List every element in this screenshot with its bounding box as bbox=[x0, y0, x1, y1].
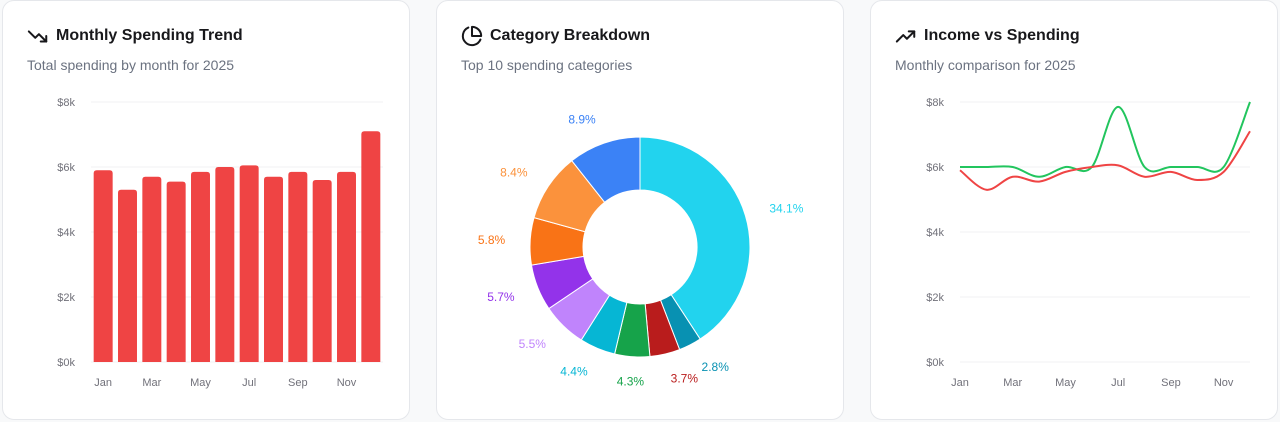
bar-y-tick-label: $8k bbox=[57, 97, 75, 109]
category-card-title: Category Breakdown bbox=[490, 27, 651, 44]
category-slice-label: 34.1% bbox=[769, 201, 803, 215]
spending-bar bbox=[215, 167, 235, 362]
category-donut-chart: 34.1% 2.8%3.7% 4.3% 4.4% 5.5% 5.7% 5.8% 8.4% 8.9… bbox=[478, 112, 804, 389]
line-x-tick-label: Mar bbox=[1003, 377, 1022, 389]
spending-bar bbox=[118, 189, 137, 362]
line-y-tick-label: $0k bbox=[926, 357, 944, 369]
income-line bbox=[960, 101, 1251, 178]
bar-x-tick-label: May bbox=[190, 377, 211, 389]
spending-bar bbox=[264, 176, 283, 362]
line-y-tick-label: $2k bbox=[926, 292, 944, 304]
spending-bar bbox=[166, 181, 186, 362]
category-slice-label: 8.9% bbox=[568, 112, 596, 126]
bar-y-tick-label: $6k bbox=[57, 162, 75, 174]
spending-card: Monthly Spending Trend Total spending by… bbox=[2, 0, 410, 420]
income-vs-spending-line-chart: $0k $2k $4k $6k $8k Jan Mar May Jul Sep Nov bbox=[926, 97, 1251, 389]
bar-x-tick-label: Jan bbox=[94, 377, 112, 389]
bar-y-tick-label: $0k bbox=[57, 357, 75, 369]
spending-bar bbox=[191, 171, 210, 362]
trending-up-icon bbox=[895, 30, 916, 43]
line-x-tick-label: Jan bbox=[951, 377, 969, 389]
line-y-tick-label: $8k bbox=[926, 97, 944, 109]
pie-chart-icon bbox=[461, 25, 483, 47]
category-card-subtitle: Top 10 spending categories bbox=[461, 57, 633, 73]
income-card: Income vs Spending Monthly comparison fo… bbox=[870, 0, 1278, 420]
category-slice-label: 3.7% bbox=[671, 371, 699, 385]
spending-bar bbox=[288, 171, 308, 362]
line-x-tick-label: May bbox=[1055, 377, 1076, 389]
income-card-subtitle: Monthly comparison for 2025 bbox=[895, 57, 1076, 73]
category-slice-label: 5.8% bbox=[478, 233, 506, 247]
bar-x-tick-label: Jul bbox=[242, 377, 256, 389]
line-x-tick-label: Jul bbox=[1111, 377, 1125, 389]
bar-y-tick-label: $2k bbox=[57, 292, 75, 304]
line-x-tick-label: Nov bbox=[1214, 377, 1234, 389]
category-slice-label: 8.4% bbox=[500, 165, 528, 179]
spending-bar bbox=[361, 131, 381, 362]
category-slice-label: 5.5% bbox=[519, 337, 547, 351]
category-slice bbox=[639, 136, 751, 340]
bar-x-tick-label: Mar bbox=[142, 377, 161, 389]
spending-bar bbox=[239, 165, 259, 362]
category-card: Category Breakdown Top 10 spending categ… bbox=[436, 0, 844, 420]
trending-down-icon bbox=[27, 30, 48, 43]
spending-bar bbox=[312, 180, 332, 362]
category-slice bbox=[571, 136, 641, 203]
bar-y-tick-label: $4k bbox=[57, 227, 75, 239]
category-slice-label: 2.8% bbox=[702, 360, 730, 374]
line-y-tick-label: $6k bbox=[926, 162, 944, 174]
category-slice-label: 4.4% bbox=[560, 364, 588, 378]
category-slice-label: 5.7% bbox=[487, 290, 515, 304]
bar-x-tick-label: Nov bbox=[337, 377, 357, 389]
spending-line bbox=[959, 130, 1251, 191]
spending-bar bbox=[337, 171, 356, 362]
category-slice-label: 4.3% bbox=[617, 375, 645, 389]
spending-card-title: Monthly Spending Trend bbox=[56, 27, 243, 44]
income-card-title: Income vs Spending bbox=[924, 27, 1080, 44]
spending-bar bbox=[93, 170, 113, 362]
spending-bar bbox=[142, 176, 162, 362]
line-x-tick-label: Sep bbox=[1161, 377, 1181, 389]
spending-card-subtitle: Total spending by month for 2025 bbox=[27, 57, 235, 73]
bar-x-tick-label: Sep bbox=[288, 377, 308, 389]
line-y-tick-label: $4k bbox=[926, 227, 944, 239]
monthly-spending-bar-chart: $0k $2k $4k $6k $8k Jan Mar May Jul Sep Nov bbox=[57, 97, 383, 389]
